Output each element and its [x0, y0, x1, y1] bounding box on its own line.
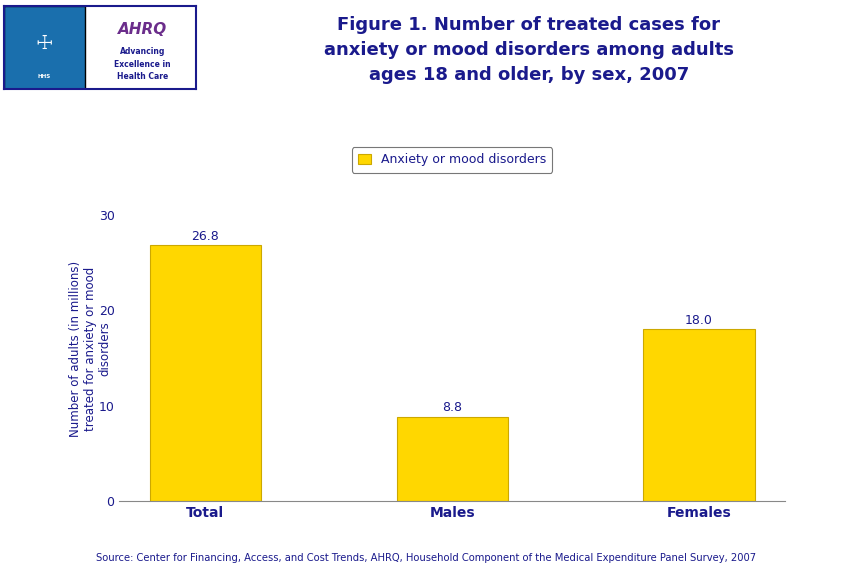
Text: Health Care: Health Care	[117, 72, 168, 81]
FancyBboxPatch shape	[4, 6, 85, 89]
Text: Excellence in: Excellence in	[114, 60, 170, 69]
Text: 8.8: 8.8	[441, 401, 462, 414]
Bar	[642, 329, 754, 501]
Text: ☩: ☩	[36, 34, 54, 53]
Bar	[396, 417, 507, 501]
Text: AHRQ: AHRQ	[118, 22, 167, 37]
Text: Figure 1. Number of treated cases for
anxiety or mood disorders among adults
age: Figure 1. Number of treated cases for an…	[324, 16, 733, 85]
Text: 18.0: 18.0	[684, 313, 712, 327]
Text: Source: Center for Financing, Access, and Cost Trends, AHRQ, Household Component: Source: Center for Financing, Access, an…	[96, 554, 756, 563]
Text: HHS: HHS	[37, 74, 51, 79]
Y-axis label: Number of adults (in millions)
treated for anxiety or mood
disorders: Number of adults (in millions) treated f…	[69, 260, 112, 437]
Text: Advancing: Advancing	[119, 47, 165, 56]
Text: 26.8: 26.8	[191, 230, 219, 242]
Legend: Anxiety or mood disorders: Anxiety or mood disorders	[352, 147, 551, 173]
Bar	[149, 245, 261, 501]
